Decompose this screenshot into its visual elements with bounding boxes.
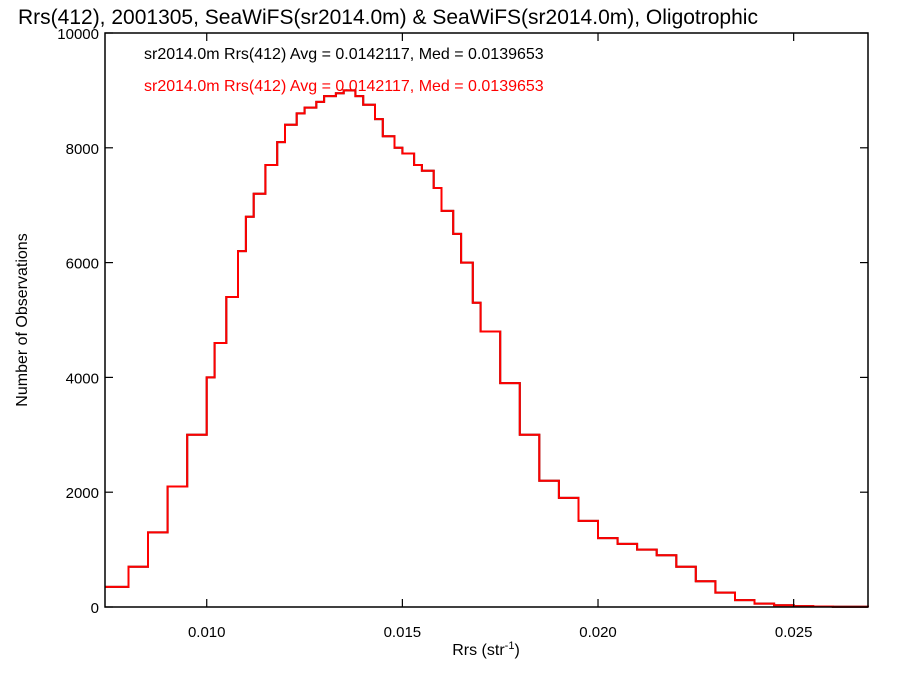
- x-axis-label-main: Rrs (str: [452, 642, 505, 659]
- series-layer: [105, 89, 869, 608]
- y-tick-label: 8000: [66, 141, 99, 158]
- x-axis-label-superscript: -1: [505, 640, 515, 652]
- x-tick-label: 0.015: [384, 624, 422, 641]
- y-axis-ticks: 0 2000 4000 6000 8000 10000: [57, 26, 868, 617]
- x-tick-label: 0.010: [188, 624, 226, 641]
- legend-entry-black: sr2014.0m Rrs(412) Avg = 0.0142117, Med …: [144, 46, 544, 63]
- x-tick-label: 0.020: [579, 624, 617, 641]
- y-tick-label: 6000: [66, 256, 99, 273]
- y-axis-label: Number of Observations: [14, 233, 31, 406]
- y-tick-label: 10000: [57, 26, 99, 43]
- x-axis-ticks: 0.010 0.015 0.020 0.025: [188, 33, 812, 641]
- y-tick-label: 2000: [66, 485, 99, 502]
- x-tick-label: 0.025: [775, 624, 813, 641]
- y-tick-label: 4000: [66, 370, 99, 387]
- x-axis-label-close: ): [514, 642, 519, 659]
- legend-entry-red: sr2014.0m Rrs(412) Avg = 0.0142117, Med …: [144, 78, 544, 95]
- chart-title: Rrs(412), 2001305, SeaWiFS(sr2014.0m) & …: [18, 6, 758, 29]
- x-axis-label: Rrs (str-1): [452, 640, 520, 659]
- y-tick-label: 0: [91, 600, 99, 617]
- plot-frame: [104, 32, 869, 608]
- histogram-series-red: [105, 89, 869, 608]
